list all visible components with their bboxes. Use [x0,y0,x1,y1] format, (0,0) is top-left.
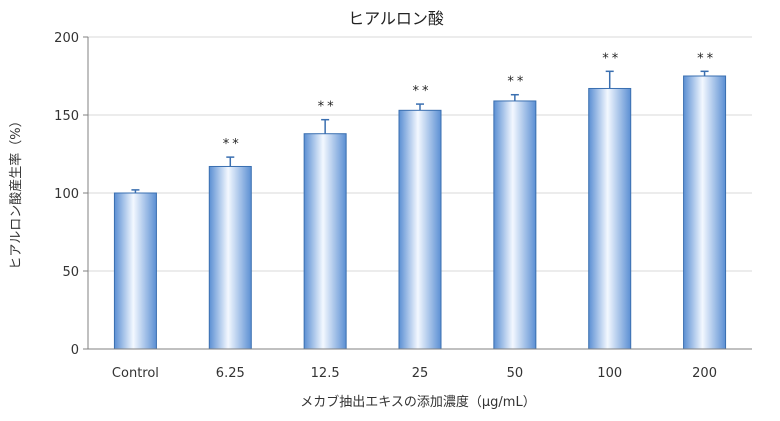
y-tick-label: 100 [54,187,79,202]
significance-marker: ** [318,100,337,115]
significance-marker: ** [602,51,621,66]
y-tick-labels: 0 50 100 150 200 [54,31,88,358]
x-axis-title: メカブ抽出エキスの添加濃度（μg/mL） [300,394,535,410]
chart-title: ヒアルロン酸 [348,9,444,28]
significance-marker: ** [507,75,526,90]
y-tick-label: 50 [62,265,79,280]
bar [588,87,632,350]
x-tick-label: Control [112,366,159,381]
x-tick-label: 12.5 [311,366,340,381]
x-tick-label: 50 [507,366,524,381]
bar [208,165,252,350]
x-tick-label: 200 [692,366,717,381]
x-tick-label: 25 [412,366,429,381]
significance-marker: ** [413,84,432,99]
bar [303,133,347,350]
error-bars [131,70,709,193]
bar [113,192,157,350]
y-tick-label: 150 [54,109,79,124]
significance-markers: ** ** ** ** ** ** [223,51,716,152]
x-tick-label: 6.25 [216,366,245,381]
y-axis-title: ヒアルロン酸産生率（%） [8,114,24,269]
x-tick-label: 100 [597,366,622,381]
bar [493,100,537,350]
bar [683,75,727,350]
significance-marker: ** [697,51,716,66]
bar [398,109,442,350]
bars [113,75,727,350]
significance-marker: ** [223,137,242,152]
y-tick-label: 0 [71,343,79,358]
x-tick-labels: Control 6.25 12.5 25 50 100 200 [112,366,717,381]
y-tick-label: 200 [54,31,79,46]
